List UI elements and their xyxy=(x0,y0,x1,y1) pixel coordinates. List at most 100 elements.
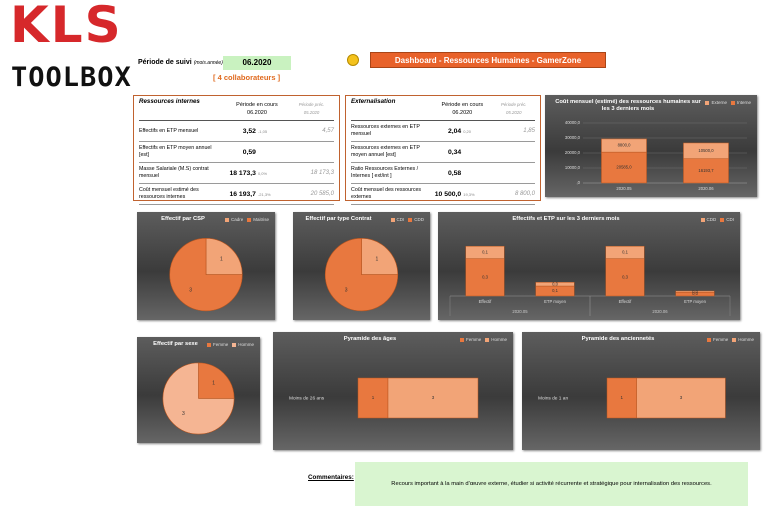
x-tick-label: 2020.06 xyxy=(698,186,714,191)
y-tick-label: 40000,0 xyxy=(565,120,581,125)
table-row: Masse Salariale (M.S) contrat mensuel 18 … xyxy=(139,163,334,184)
previous-period-label: Période préc. xyxy=(298,102,325,107)
value-label: 16193,7 xyxy=(698,168,714,173)
row-delta: 0,0% xyxy=(257,170,268,176)
period-label-text: Période de suivi xyxy=(138,59,192,66)
badge-icon xyxy=(347,54,359,66)
chart-title: Effectif par type Contrat xyxy=(305,216,372,222)
slice-label: 1 xyxy=(376,257,379,263)
pie-slice xyxy=(361,238,399,275)
pie-slice xyxy=(205,238,243,275)
legend: Cadre Maitrise xyxy=(224,217,269,222)
group-label: 2020.06 xyxy=(652,309,668,314)
group-label: 2020.05 xyxy=(512,309,528,314)
table-title: Externalisation xyxy=(351,98,396,105)
row-value: 10 500,0 xyxy=(434,190,462,198)
current-period-value: 06.2020 xyxy=(247,110,267,116)
legend-swatch xyxy=(705,100,710,105)
value-label: 1 xyxy=(621,395,624,400)
chart-title: Pyramide des âges xyxy=(343,336,397,342)
period-value[interactable]: 06.2020 xyxy=(223,56,291,70)
legend-swatch xyxy=(232,342,237,347)
legend-label: CDD xyxy=(414,217,424,222)
previous-period-value: 05.2020 xyxy=(506,110,522,115)
bar-segment xyxy=(465,245,505,259)
y-tick-label: ,0 xyxy=(577,180,581,185)
previous-period-header: Période préc. 05.2020 xyxy=(289,101,334,117)
category-label: Moins de 1 an xyxy=(538,395,568,401)
table-row: Ratio Ressources Externes / Internes [ e… xyxy=(351,163,535,184)
row-delta: -1,05 xyxy=(257,128,268,134)
legend-item: Femme xyxy=(206,342,229,347)
row-value: 0,34 xyxy=(447,148,462,156)
legend-swatch xyxy=(224,217,229,222)
legend-label: Interne xyxy=(736,100,751,105)
legend-swatch xyxy=(706,337,711,342)
legend-label: Femme xyxy=(465,337,482,342)
legend-item: CDD xyxy=(408,217,424,222)
row-delta: 0,20 xyxy=(463,128,472,134)
legend-swatch xyxy=(730,100,735,105)
row-label: Coût mensuel des ressources externes xyxy=(351,187,422,200)
table-row: Effectifs en ETP moyen annuel [est] 0,59 xyxy=(139,142,334,163)
current-period-header: Période en cours 06.2020 xyxy=(432,101,493,117)
legend-swatch xyxy=(206,342,211,347)
y-tick-label: 20000,0 xyxy=(565,150,581,155)
row-value: 0,58 xyxy=(447,169,462,177)
value-label: 3 xyxy=(680,395,683,400)
table-row: Ressources externes en ETP moyen annuel … xyxy=(351,142,535,163)
dashboard-banner: Dashboard - Ressources Humaines - GamerZ… xyxy=(370,52,606,68)
legend-swatch xyxy=(732,337,737,342)
chart-panel: Moins de 1 an 1 3 Pyramide des anciennetés F… xyxy=(522,332,760,450)
logo-kls: KLS xyxy=(10,0,123,54)
legend: Femme Homme xyxy=(459,337,507,342)
pie-slice xyxy=(169,238,243,312)
legend-label: Femme xyxy=(212,342,229,347)
comments-text: Recours important à la main d'œuvre exte… xyxy=(355,462,748,506)
row-label: Effectifs en ETP moyen annuel [est] xyxy=(139,145,212,158)
row-label: Ressources externes en ETP moyen annuel … xyxy=(351,145,420,158)
chart: Effectif 0,3 0,1 ETP moyen 0,1 0,0 Effectif 0,3… xyxy=(449,245,731,316)
y-tick-label: 30000,0 xyxy=(565,135,581,140)
table-row: Effectifs en ETP mensuel 3,52 -1,05 4,57 xyxy=(139,121,334,142)
legend-label: Externe xyxy=(711,100,727,105)
legend-swatch xyxy=(485,337,490,342)
previous-period-header: Période préc. 05.2020 xyxy=(493,101,535,117)
value-label: 0,0 xyxy=(692,291,698,296)
chart: Moins de 26 ans 1 3 xyxy=(289,377,479,419)
period-label: Période de suivi(mois.année): xyxy=(138,59,227,66)
row-label: Coût mensuel estimé des ressources inter… xyxy=(139,187,199,200)
chart: 13 xyxy=(324,238,399,312)
legend-item: CDI xyxy=(720,217,734,222)
legend-item: Homme xyxy=(232,342,254,347)
table-header: Ressources internes Période en cours 06.20… xyxy=(139,98,334,121)
legend-item: Interne xyxy=(730,100,751,105)
current-period-label: Période en cours xyxy=(441,102,484,108)
kpi-table: Externalisation Période en cours 06.2020 Pé… xyxy=(345,95,541,205)
legend-item: CDI xyxy=(390,217,404,222)
pie-slice xyxy=(198,362,235,399)
current-period-value: 06.2020 xyxy=(452,110,473,116)
legend-label: CDI xyxy=(726,217,734,222)
legend-swatch xyxy=(700,217,705,222)
kpi-table: Ressources internes Période en cours 06.20… xyxy=(133,95,340,205)
value-label: 10500,0 xyxy=(698,148,714,153)
table-row: Coût mensuel des ressources externes 10 5… xyxy=(351,184,535,205)
legend-item: Cadre xyxy=(224,217,243,222)
row-label: Masse Salariale (M.S) contrat mensuel xyxy=(139,166,209,179)
value-label: 3 xyxy=(432,395,435,400)
chart-title: Effectifs et ETP sur les 3 derniers mois xyxy=(512,216,620,222)
legend-item: Femme xyxy=(459,337,482,342)
legend-label: CDD xyxy=(706,217,717,222)
x-tick-label: ETP moyen xyxy=(544,299,566,304)
slice-label: 3 xyxy=(345,287,348,293)
chart-panel: 1 3 Effectif par sexe Femme Homme xyxy=(137,337,260,443)
legend: Externe Interne xyxy=(705,100,751,105)
row-value: 2,04 xyxy=(447,127,462,135)
chart-panel: Moins de 26 ans 1 3 Pyramide des âges Femme H… xyxy=(273,332,513,450)
x-tick-label: Effectif xyxy=(479,299,493,304)
row-label: Ratio Ressources Externes / Internes [ e… xyxy=(351,166,419,179)
legend: CDI CDD xyxy=(390,217,424,222)
legend-label: Homme xyxy=(738,337,754,342)
legend-item: Maitrise xyxy=(247,217,269,222)
